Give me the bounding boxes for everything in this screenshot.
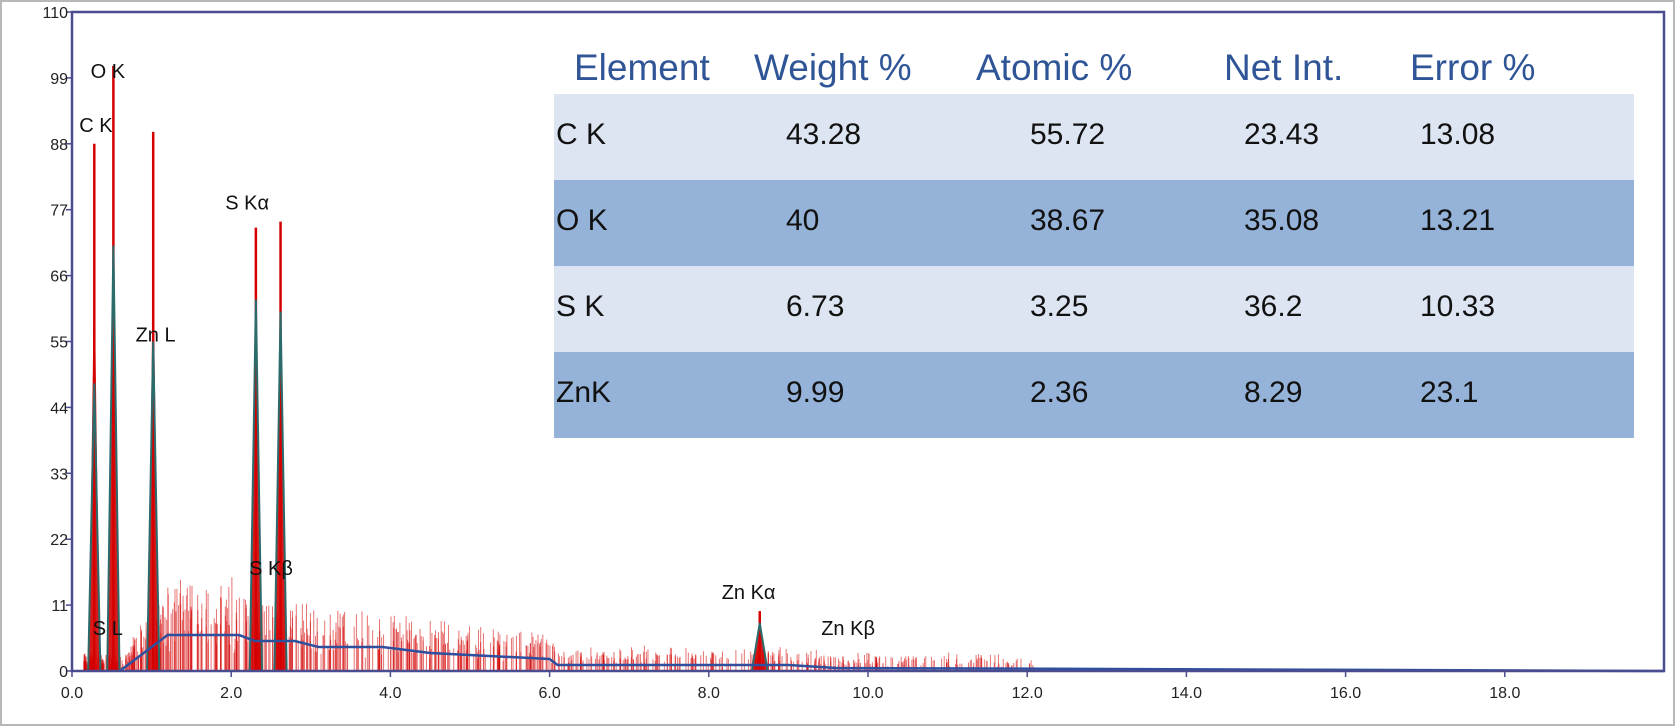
- peak-label: Zn L: [136, 325, 176, 347]
- x-tick-label: 4.0: [379, 685, 401, 702]
- cell-element: S K: [556, 290, 605, 323]
- x-tick-label: 0.0: [61, 685, 83, 702]
- y-tick-label: 99: [50, 71, 68, 88]
- y-tick-label: 22: [50, 532, 68, 549]
- cell-net-int: 23.43: [1244, 118, 1320, 151]
- cell-atomic: 38.67: [1030, 204, 1106, 237]
- y-tick-label: 66: [50, 269, 68, 286]
- y-tick-label: 11: [51, 598, 68, 615]
- y-tick-label: 110: [42, 5, 68, 22]
- spectrum-layer: [83, 65, 1665, 673]
- y-tick-label: 55: [50, 335, 68, 352]
- x-tick-label: 8.0: [698, 685, 720, 702]
- fit-curve: [750, 622, 769, 672]
- cell-error: 23.1: [1420, 376, 1479, 409]
- cell-net-int: 8.29: [1244, 376, 1303, 409]
- x-tick-label: 12.0: [1012, 685, 1043, 702]
- cell-net-int: 35.08: [1244, 204, 1320, 237]
- cell-error: 13.21: [1420, 204, 1496, 237]
- cell-net-int: 36.2: [1244, 290, 1303, 323]
- cell-atomic: 2.36: [1030, 376, 1089, 409]
- y-tick-label: 33: [50, 466, 68, 483]
- table-header-row: Element Weight % Atomic % Net Int. Error…: [554, 42, 1634, 94]
- x-tick-label: 6.0: [538, 685, 560, 702]
- results-table: Element Weight % Atomic % Net Int. Error…: [554, 42, 1634, 438]
- cell-weight: 6.73: [786, 290, 845, 323]
- cell-weight: 40: [786, 204, 820, 237]
- peak-label: S Kβ: [249, 558, 293, 580]
- peak-label: O K: [91, 61, 126, 83]
- header-atomic: Atomic %: [976, 47, 1133, 88]
- header-weight: Weight %: [754, 47, 912, 88]
- x-tick-label: 14.0: [1171, 685, 1202, 702]
- cell-element: O K: [556, 204, 608, 237]
- x-tick-label: 16.0: [1330, 685, 1361, 702]
- peak-labels-layer: O K C K S Kα Zn L S Kβ Zn Kα Zn Kβ S L: [79, 61, 875, 640]
- peak-label: Zn Kα: [722, 582, 776, 604]
- fit-curve: [87, 383, 102, 672]
- cell-error: 10.33: [1420, 290, 1496, 323]
- table-row: ZnK 9.99 2.36 8.29 23.1: [554, 352, 1634, 438]
- peak-label: Zn Kβ: [821, 618, 875, 640]
- fit-curve: [146, 341, 161, 672]
- y-tick-label: 44: [50, 400, 68, 417]
- cell-weight: 9.99: [786, 376, 845, 409]
- header-error: Error %: [1410, 47, 1536, 88]
- fit-curve: [273, 311, 288, 672]
- table-row: O K 40 38.67 35.08 13.21: [554, 180, 1634, 266]
- header-net-int: Net Int.: [1224, 47, 1344, 88]
- table-row: C K 43.28 55.72 23.43 13.08: [554, 94, 1634, 180]
- y-tick-label: 88: [50, 137, 68, 154]
- fit-curve: [106, 245, 121, 672]
- peak-label: C K: [79, 115, 113, 137]
- peak-label: S L: [93, 618, 123, 640]
- peak-label: S Kα: [225, 193, 269, 215]
- fit-curve: [248, 299, 264, 672]
- x-tick-label: 2.0: [220, 685, 242, 702]
- axes-layer: 0.0 2.0 4.0 6.0 8.0 10.0 12.0 14.0 16.0 18.0 0 11 22…: [42, 5, 1666, 702]
- cell-element: ZnK: [556, 376, 612, 409]
- cell-weight: 43.28: [786, 118, 862, 151]
- y-tick-label: 0: [59, 664, 68, 681]
- cell-atomic: 3.25: [1030, 290, 1089, 323]
- cell-element: C K: [556, 118, 607, 151]
- x-tick-label: 10.0: [852, 685, 883, 702]
- cell-error: 13.08: [1420, 118, 1496, 151]
- table-row: S K 6.73 3.25 36.2 10.33: [554, 266, 1634, 352]
- cell-atomic: 55.72: [1030, 118, 1106, 151]
- y-tick-label: 77: [50, 203, 68, 220]
- background-line: [119, 633, 1665, 673]
- header-element: Element: [574, 47, 710, 88]
- x-tick-label: 18.0: [1489, 685, 1520, 702]
